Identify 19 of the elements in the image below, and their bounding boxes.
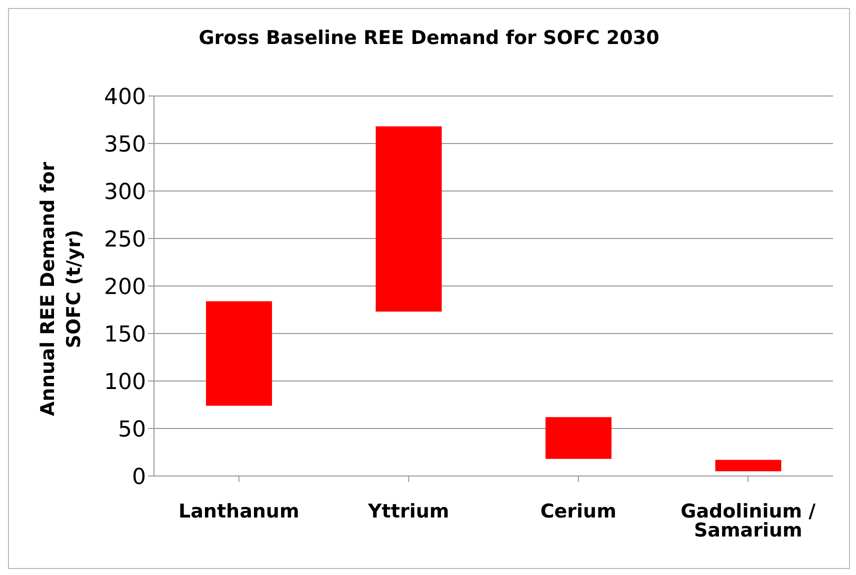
y-tick-label: 50 bbox=[118, 417, 146, 442]
y-tick-label: 300 bbox=[104, 180, 146, 205]
y-tick-label: 200 bbox=[104, 274, 146, 300]
y-tick-label: 150 bbox=[104, 322, 146, 348]
x-tick-label: Gadolinium / Samarium bbox=[680, 500, 816, 542]
bar bbox=[715, 460, 782, 472]
y-tick-label: 350 bbox=[104, 132, 146, 158]
y-axis-title: Annual REE Demand for SOFC (t/yr) bbox=[36, 160, 86, 418]
bar bbox=[376, 126, 442, 312]
y-tick-label: 250 bbox=[104, 227, 146, 252]
y-tick-label: 100 bbox=[104, 370, 146, 395]
y-tick-label: 400 bbox=[104, 84, 146, 110]
x-tick-label: Cerium bbox=[540, 500, 616, 522]
x-tick-label: Yttrium bbox=[367, 500, 450, 522]
bar bbox=[206, 301, 272, 406]
chart-title: Gross Baseline REE Demand for SOFC 2030 bbox=[198, 27, 660, 49]
x-tick-label: Lanthanum bbox=[178, 500, 300, 522]
y-tick-label: 0 bbox=[132, 464, 146, 490]
bar bbox=[546, 417, 612, 459]
